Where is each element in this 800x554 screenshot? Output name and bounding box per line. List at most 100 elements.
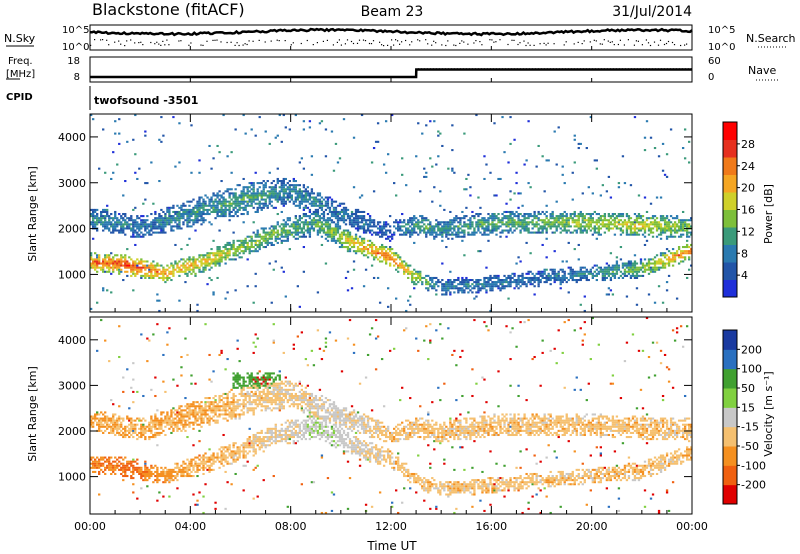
power-cell [290, 188, 293, 191]
power-cell [368, 217, 372, 220]
power-cell [575, 223, 578, 226]
power-cell [218, 256, 221, 259]
power-cell [629, 260, 633, 263]
power-cell [250, 235, 253, 238]
power-cell [226, 188, 229, 191]
power-cell [561, 281, 564, 284]
power-cell [92, 118, 95, 121]
power-cell [501, 285, 504, 288]
power-cell [234, 289, 237, 292]
power-cell [142, 223, 145, 226]
velocity-cell [110, 429, 113, 432]
power-cell [435, 163, 438, 166]
power-cell [507, 217, 510, 220]
power-cell [623, 264, 627, 267]
power-cell [489, 229, 492, 232]
power-cell [302, 206, 306, 209]
power-cell [320, 202, 324, 205]
velocity-cell [100, 425, 103, 428]
power-cell [661, 142, 665, 145]
velocity-cell [140, 429, 143, 432]
power-cell [485, 276, 488, 279]
power-cell [114, 221, 117, 224]
power-cell [192, 264, 195, 267]
power-cell [637, 268, 641, 271]
velocity-cell [108, 431, 111, 434]
power-cell [465, 276, 468, 279]
power-cell [547, 279, 550, 282]
power-cell [597, 270, 600, 273]
power-cell [348, 217, 352, 220]
power-cell [653, 225, 657, 228]
power-cell [330, 202, 334, 205]
power-cell [645, 264, 649, 267]
power-cell [108, 217, 111, 220]
power-cell [120, 227, 123, 230]
velocity-cell [90, 458, 93, 461]
power-cell [344, 219, 348, 222]
power-cell [102, 225, 105, 228]
power-cell [136, 177, 139, 180]
velocity-cell [166, 475, 169, 478]
power-cell [220, 252, 223, 255]
power-cell [300, 192, 304, 195]
power-cell [306, 225, 310, 228]
power-cell [515, 182, 518, 185]
power-cell [411, 274, 414, 277]
velocity-cell [164, 421, 167, 424]
power-cell [569, 270, 572, 273]
velocity-cell [126, 464, 129, 467]
power-cell [477, 279, 480, 282]
power-cell [274, 227, 277, 230]
power-cell [216, 258, 219, 261]
power-cell [457, 227, 460, 230]
power-cell [296, 190, 299, 193]
power-cell [569, 215, 572, 218]
power-cell [587, 223, 590, 226]
power-cell [268, 262, 271, 265]
power-cell [649, 266, 653, 269]
power-cell [401, 266, 404, 269]
power-cell [374, 250, 378, 253]
power-cell [485, 219, 488, 222]
velocity-cell [188, 468, 191, 471]
power-cell [264, 231, 267, 234]
power-cell [413, 283, 416, 286]
power-cell [593, 270, 596, 273]
power-cell [350, 241, 354, 244]
power-cell [667, 221, 671, 224]
velocity-cell [164, 472, 167, 476]
power-cell [651, 221, 655, 224]
power-cell [226, 250, 229, 253]
power-cell [226, 254, 229, 257]
power-cell [635, 270, 639, 273]
power-cell [395, 219, 398, 222]
power-cell [589, 223, 592, 226]
power-cell [581, 215, 584, 218]
power-cell [304, 198, 308, 201]
power-cell [607, 223, 611, 226]
velocity-cell [160, 427, 163, 430]
power-cell [437, 225, 440, 228]
power-cell [192, 223, 195, 226]
power-cell [212, 194, 215, 197]
power-cell [663, 217, 667, 220]
power-cell [585, 229, 588, 232]
power-cell [533, 217, 536, 220]
power-cell [463, 289, 466, 292]
power-cell [457, 217, 460, 220]
power-cell [360, 243, 364, 246]
velocity-cell [122, 390, 125, 393]
power-cell [415, 223, 418, 226]
power-cell [300, 200, 304, 203]
power-cell [324, 237, 328, 240]
power-cell [669, 215, 673, 218]
velocity-cell [150, 417, 153, 420]
velocity-cell [118, 431, 121, 434]
velocity-cell [128, 468, 131, 471]
power-cell [152, 223, 155, 226]
power-cell [252, 239, 255, 242]
power-cell [114, 210, 117, 213]
power-cell [511, 225, 514, 228]
power-cell [192, 270, 195, 273]
